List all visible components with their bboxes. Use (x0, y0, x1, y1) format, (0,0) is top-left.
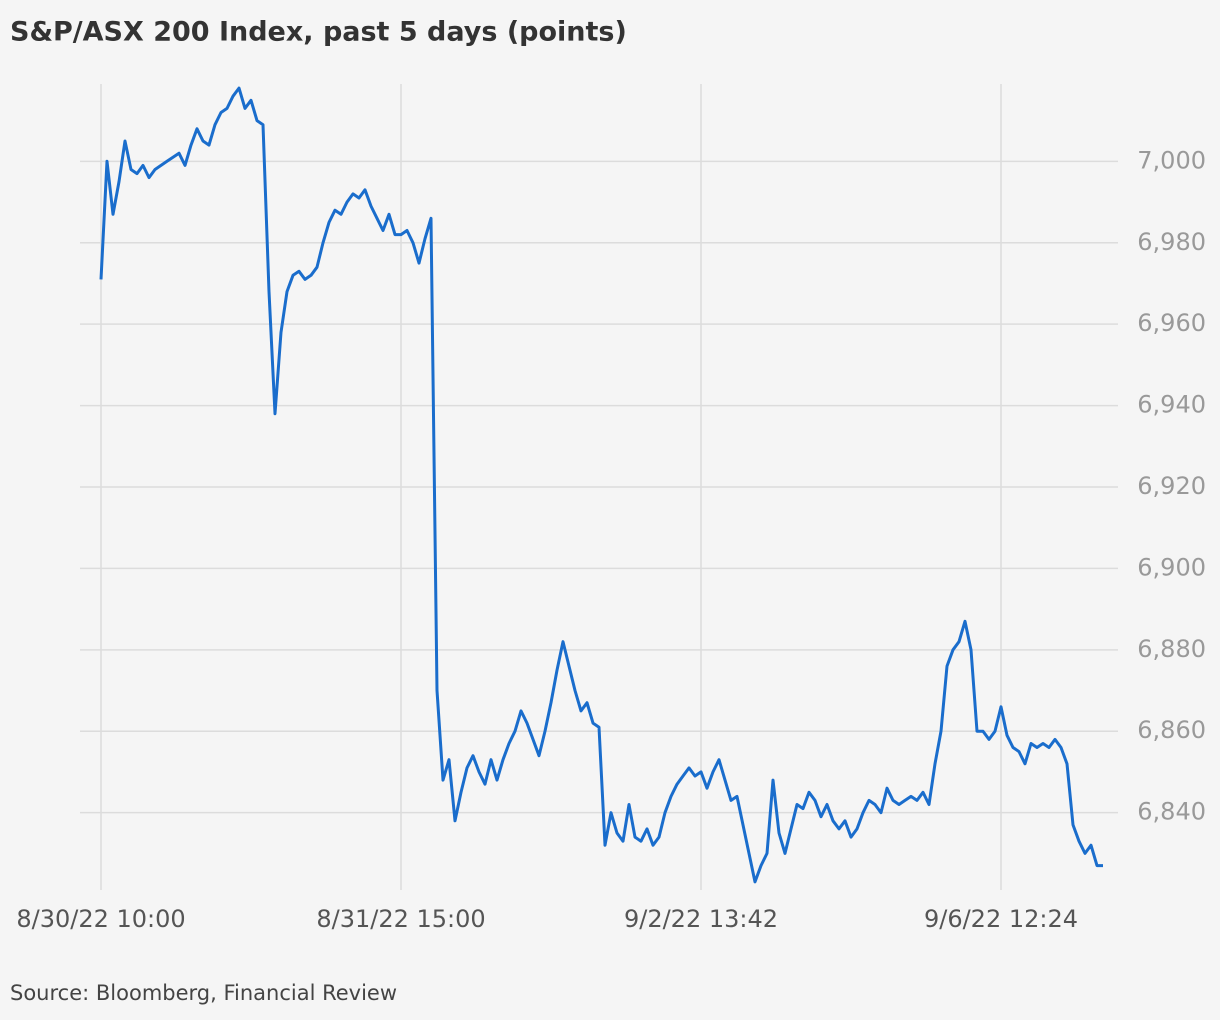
x-tick-label: 8/30/22 10:00 (16, 905, 185, 933)
x-tick-label: 9/2/22 13:42 (624, 905, 778, 933)
y-tick-label: 6,860 (1137, 716, 1206, 744)
y-tick-label: 6,960 (1137, 309, 1206, 337)
y-tick-label: 6,980 (1137, 228, 1206, 256)
x-tick-label: 8/31/22 15:00 (316, 905, 485, 933)
y-tick-label: 6,840 (1137, 798, 1206, 826)
chart-title: S&P/ASX 200 Index, past 5 days (points) (10, 17, 627, 48)
y-tick-label: 7,000 (1137, 146, 1206, 174)
y-tick-label: 6,880 (1137, 635, 1206, 663)
x-tick-label: 9/6/22 12:24 (924, 905, 1078, 933)
y-tick-label: 6,900 (1137, 553, 1206, 581)
price-line (99, 86, 1103, 884)
y-tick-label: 6,920 (1137, 472, 1206, 500)
y-tick-label: 6,940 (1137, 391, 1206, 419)
source: Source: Bloomberg, Financial Review (10, 981, 397, 1005)
